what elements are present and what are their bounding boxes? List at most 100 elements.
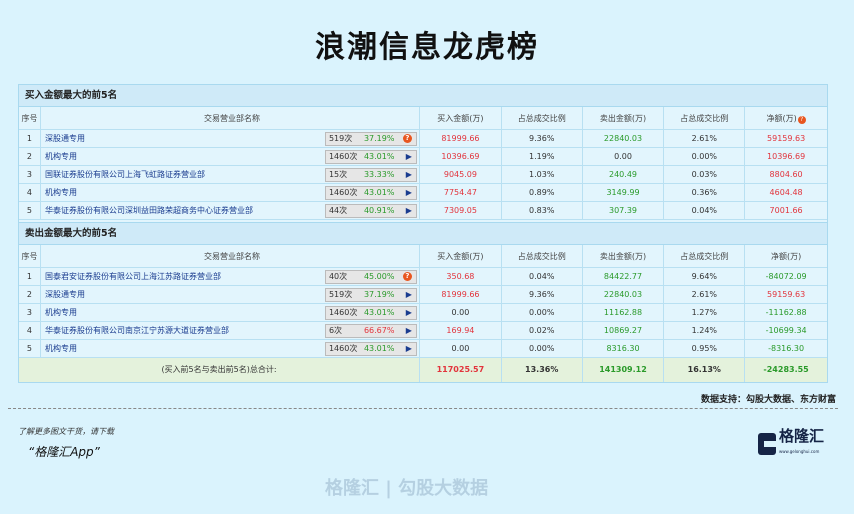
sell-header-row: 序号 交易营业部名称 买入金额(万) 占总成交比例 卖出金额(万) 占总成交比例 净额(万) [19, 245, 827, 268]
arrow-right-icon[interactable]: ▶ [405, 206, 412, 215]
branch-name-link[interactable]: 深股通专用 [44, 290, 85, 299]
branch-stats-badge[interactable]: 6次 66.67% ▶ [324, 324, 417, 338]
app-name: “格隆汇App” [28, 445, 100, 459]
column-header: 买入金额(万) [420, 107, 502, 129]
net-amount: 59159.63 [767, 290, 806, 299]
buy-pct: 0.83% [502, 202, 583, 219]
buy-amount: 0.00 [420, 340, 502, 357]
sell-amount: 240.49 [583, 166, 665, 183]
buy-header-row: 序号 交易营业部名称 买入金额(万) 占总成交比例 卖出金额(万) 占总成交比例 净额(万)… [19, 107, 827, 130]
logo-url: www.gelonghui.com [779, 449, 820, 454]
branch-stats-badge[interactable]: 44次 40.91% ▶ [324, 204, 417, 218]
sell-amount: 11162.88 [583, 304, 665, 321]
times: 15次 [328, 170, 348, 179]
table-row: 3 国联证券股份有限公司上海飞虹路证券营业部 15次 33.33% ▶ 9045.09 1.… [19, 166, 827, 184]
branch-name-link[interactable]: 机构专用 [44, 152, 77, 161]
sell-pct: 1.24% [664, 322, 746, 339]
net-amount: -8316.30 [768, 344, 805, 353]
sell-pct: 2.61% [664, 130, 746, 147]
table-row: 1 国泰君安证券股份有限公司上海江苏路证券营业部 40次 45.00%? 350.68 0… [19, 268, 827, 286]
success-rate: 43.01% [363, 188, 395, 197]
branch-name-link[interactable]: 机构专用 [44, 344, 77, 353]
table-row: 1 深股通专用 519次 37.19%? 81999.66 9.36% 22840.03 2.… [19, 130, 827, 148]
arrow-right-icon[interactable]: ▶ [405, 326, 412, 335]
question-icon[interactable]: ? [402, 134, 412, 143]
column-header: 占总成交比例 [502, 245, 583, 267]
arrow-right-icon[interactable]: ▶ [405, 308, 412, 317]
column-header: 卖出金额(万) [583, 107, 665, 129]
success-rate: 43.01% [363, 308, 395, 317]
times: 1460次 [328, 188, 358, 197]
branch-name-link[interactable]: 国泰君安证券股份有限公司上海江苏路证券营业部 [44, 272, 221, 281]
row-number: 3 [19, 304, 41, 321]
buy-section-title: 买入金额最大的前5名 [19, 85, 827, 107]
column-header: 序号 [19, 245, 41, 267]
branch-stats-badge[interactable]: 1460次 43.01% ▶ [324, 342, 417, 356]
column-header: 交易营业部名称 [41, 245, 421, 267]
buy-pct: 9.36% [502, 286, 583, 303]
branch-stats-badge[interactable]: 1460次 43.01% ▶ [324, 186, 417, 200]
column-header: 占总成交比例 [502, 107, 583, 129]
row-number: 5 [19, 340, 41, 357]
buy-amount: 0.00 [420, 304, 502, 321]
net-amount: 7001.66 [769, 206, 803, 215]
total-row: (买入前5名与卖出前5名)总合计: 117025.57 13.36% 14130… [19, 358, 827, 382]
table-row: 4 华泰证券股份有限公司南京江宁苏源大道证券营业部 6次 66.67% ▶ 169.94 0… [19, 322, 827, 340]
branch-stats-badge[interactable]: 519次 37.19% ▶ [324, 288, 417, 302]
sell-amount: 22840.03 [583, 286, 665, 303]
times: 1460次 [328, 308, 358, 317]
column-header: 净额(万)? [745, 107, 827, 129]
table-row: 4 机构专用 1460次 43.01% ▶ 7754.47 0.89% 3149.99 0.36… [19, 184, 827, 202]
buy-pct: 0.02% [502, 322, 583, 339]
branch-name-link[interactable]: 深股通专用 [44, 134, 85, 143]
net-amount: -11162.88 [765, 308, 807, 317]
row-number: 1 [19, 130, 41, 147]
help-icon[interactable]: ? [797, 116, 806, 124]
page-title: 浪潮信息龙虎榜 [315, 30, 539, 65]
buy-amount: 81999.66 [420, 130, 502, 147]
buy-amount: 7754.47 [420, 184, 502, 201]
times: 519次 [328, 134, 353, 143]
arrow-right-icon[interactable]: ▶ [405, 152, 412, 161]
sell-amount: 0.00 [583, 148, 665, 165]
table-row: 3 机构专用 1460次 43.01% ▶ 0.00 0.00% 11162.88 1.27% -… [19, 304, 827, 322]
branch-stats-badge[interactable]: 519次 37.19%? [324, 132, 417, 146]
branch-name-link[interactable]: 机构专用 [44, 188, 77, 197]
success-rate: 37.19% [363, 134, 395, 143]
branch-stats-badge[interactable]: 40次 45.00%? [324, 270, 417, 284]
buy-amount: 350.68 [420, 268, 502, 285]
success-rate: 37.19% [363, 290, 395, 299]
sell-section-title: 卖出金额最大的前5名 [19, 223, 827, 245]
column-header: 买入金额(万) [420, 245, 502, 267]
times: 44次 [328, 206, 348, 215]
section-gap [19, 220, 827, 223]
branch-stats-badge[interactable]: 1460次 43.01% ▶ [324, 306, 417, 320]
question-icon[interactable]: ? [402, 272, 412, 281]
arrow-right-icon[interactable]: ▶ [405, 344, 412, 353]
branch-stats-badge[interactable]: 15次 33.33% ▶ [324, 168, 417, 182]
success-rate: 40.91% [363, 206, 395, 215]
times: 519次 [328, 290, 353, 299]
arrow-right-icon[interactable]: ▶ [405, 170, 412, 179]
times: 1460次 [328, 344, 358, 353]
buy-pct: 1.19% [502, 148, 583, 165]
success-rate: 45.00% [363, 272, 395, 281]
column-header-text: 净额(万) [766, 114, 797, 123]
branch-name-link[interactable]: 国联证券股份有限公司上海飞虹路证券营业部 [44, 170, 205, 179]
buy-pct: 0.04% [502, 268, 583, 285]
success-rate: 33.33% [363, 170, 395, 179]
total-label: (买入前5名与卖出前5名)总合计: [19, 358, 420, 382]
branch-name-link[interactable]: 华泰证券股份有限公司深圳益田路荣超商务中心证券营业部 [44, 206, 253, 215]
total-net: -24283.55 [763, 365, 809, 374]
sell-amount: 8316.30 [583, 340, 665, 357]
arrow-right-icon[interactable]: ▶ [405, 188, 412, 197]
branch-stats-badge[interactable]: 1460次 43.01% ▶ [324, 150, 417, 164]
sell-amount: 10869.27 [583, 322, 665, 339]
arrow-right-icon[interactable]: ▶ [405, 290, 412, 299]
branch-name-link[interactable]: 机构专用 [44, 308, 77, 317]
sell-pct: 0.03% [664, 166, 746, 183]
data-support: 数据支持：勾股大数据、东方财富 [700, 395, 836, 405]
branch-name-link[interactable]: 华泰证券股份有限公司南京江宁苏源大道证券营业部 [44, 326, 229, 335]
sell-pct: 1.27% [664, 304, 746, 321]
dragon-tiger-table: 买入金额最大的前5名 序号 交易营业部名称 买入金额(万) 占总成交比例 卖出金额(万)… [18, 84, 828, 383]
